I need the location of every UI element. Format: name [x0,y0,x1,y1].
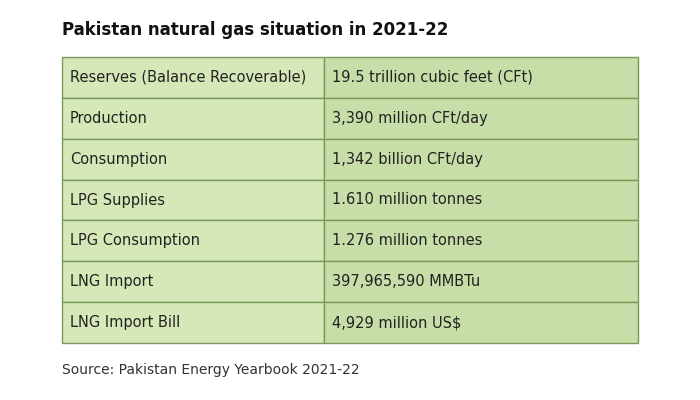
Text: 1.276 million tonnes: 1.276 million tonnes [332,233,482,248]
Text: LPG Consumption: LPG Consumption [70,233,200,248]
Bar [62,139,324,180]
Bar [62,302,324,343]
Text: LNG Import: LNG Import [70,274,153,289]
Text: Pakistan natural gas situation in 2021-22: Pakistan natural gas situation in 2021-2… [62,21,449,39]
Bar [324,98,638,139]
Text: LPG Supplies: LPG Supplies [70,192,165,208]
Bar [324,261,638,302]
Text: 397,965,590 MMBTu: 397,965,590 MMBTu [332,274,480,289]
Bar [62,57,324,98]
Text: 3,390 million CFt/day: 3,390 million CFt/day [332,111,488,126]
Bar [324,139,638,180]
Bar [62,220,324,261]
Text: 1,342 billion CFt/day: 1,342 billion CFt/day [332,152,483,167]
Bar [324,57,638,98]
Text: Source: Pakistan Energy Yearbook 2021-22: Source: Pakistan Energy Yearbook 2021-22 [62,363,360,377]
Text: 1.610 million tonnes: 1.610 million tonnes [332,192,482,208]
Text: LNG Import Bill: LNG Import Bill [70,315,181,330]
Bar [324,302,638,343]
Text: Production: Production [70,111,148,126]
Bar [62,98,324,139]
Bar [324,220,638,261]
Text: 19.5 trillion cubic feet (CFt): 19.5 trillion cubic feet (CFt) [332,70,533,85]
Text: Consumption: Consumption [70,152,167,167]
Text: 4,929 million US$: 4,929 million US$ [332,315,461,330]
Bar [62,180,324,220]
Text: Reserves (Balance Recoverable): Reserves (Balance Recoverable) [70,70,307,85]
Bar [62,261,324,302]
Bar [324,180,638,220]
